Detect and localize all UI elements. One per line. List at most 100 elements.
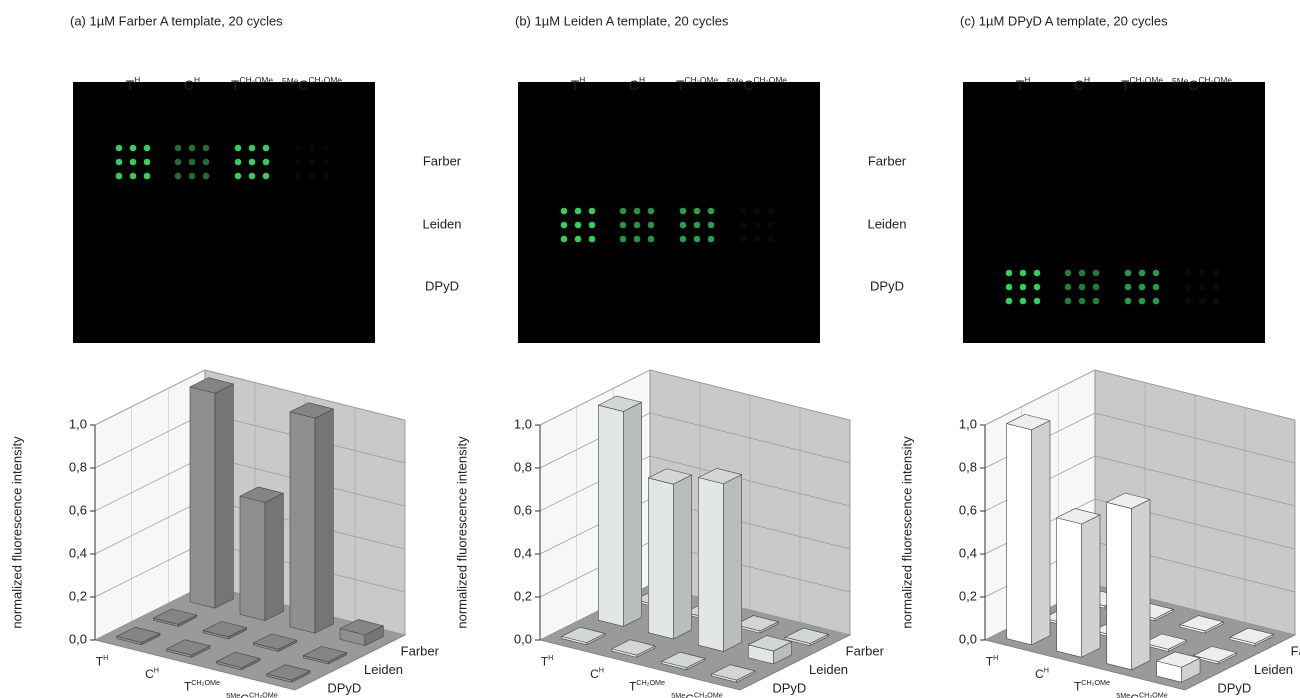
- array-spot: [768, 270, 775, 277]
- array-spot: [263, 159, 270, 166]
- array-spot: [1185, 298, 1192, 305]
- y-tick-label: 0,0: [69, 631, 87, 646]
- array-spot: [620, 173, 627, 180]
- array-spot: [130, 236, 137, 243]
- array-spot: [589, 159, 596, 166]
- array-spot: [634, 270, 641, 277]
- array-spot: [1034, 208, 1041, 215]
- array-spot: [634, 173, 641, 180]
- array-spot: [1185, 284, 1192, 291]
- depth-label: Leiden: [1254, 662, 1293, 677]
- array-spot: [561, 208, 568, 215]
- bar-front: [648, 478, 673, 639]
- array-spot: [754, 270, 761, 277]
- bar-side: [265, 493, 283, 620]
- array-spot: [1199, 208, 1206, 215]
- array-spot: [130, 145, 137, 152]
- array-spot: [1139, 298, 1146, 305]
- array-spot: [1139, 145, 1146, 152]
- array-spot: [1139, 236, 1146, 243]
- bar-side: [1032, 421, 1050, 645]
- depth-label: Farber: [846, 644, 885, 659]
- array-spot: [175, 208, 182, 215]
- array-spot: [589, 298, 596, 305]
- array-spot: [235, 270, 242, 277]
- array-spot: [235, 159, 242, 166]
- label-sup: CH₂OMe: [694, 690, 723, 698]
- array-spot: [754, 284, 761, 291]
- bar: [290, 403, 333, 633]
- array-spot: [575, 145, 582, 152]
- y-tick-label: 1,0: [959, 416, 977, 431]
- label-sup: CH₂OMe: [249, 690, 278, 698]
- array-spot: [1213, 159, 1220, 166]
- figure: (a) 1µM Farber A template, 20 cyclesTHCH…: [0, 0, 1300, 698]
- label-sup: H: [1084, 75, 1090, 85]
- category-label: TCH₂OMe: [629, 678, 665, 693]
- bar-side: [673, 475, 691, 639]
- array-spot: [768, 208, 775, 215]
- array-spot: [561, 145, 568, 152]
- array-spot: [754, 208, 761, 215]
- array-spot: [1125, 159, 1132, 166]
- y-tick-label: 0,2: [959, 588, 977, 603]
- bar-side: [1132, 499, 1150, 669]
- label-sup: CH₂OMe: [1081, 678, 1110, 687]
- array-spot: [1079, 145, 1086, 152]
- array-spot: [694, 270, 701, 277]
- array-spot: [694, 298, 701, 305]
- array-spot: [309, 145, 316, 152]
- array-spot: [323, 284, 330, 291]
- array-spot: [323, 298, 330, 305]
- bar-front: [190, 387, 215, 608]
- array-spot: [634, 145, 641, 152]
- array-spot: [1153, 222, 1160, 229]
- array-spot: [1125, 270, 1132, 277]
- array-spot: [175, 270, 182, 277]
- array-spot: [1185, 159, 1192, 166]
- category-label: CH: [1035, 665, 1049, 680]
- array-spot: [249, 222, 256, 229]
- label-prefix: 5Me: [1172, 76, 1189, 86]
- array-spot: [295, 284, 302, 291]
- array-spot: [295, 236, 302, 243]
- y-tick-label: 0,4: [959, 545, 977, 560]
- array-spot: [116, 284, 123, 291]
- array-spot: [1065, 298, 1072, 305]
- array-spot: [708, 145, 715, 152]
- row-label: Leiden: [867, 216, 906, 231]
- array-spot: [1199, 298, 1206, 305]
- category-label: CH: [590, 665, 604, 680]
- array-spot: [1020, 222, 1027, 229]
- array-spot: [323, 222, 330, 229]
- array-spot: [1199, 284, 1206, 291]
- array-spot: [203, 270, 210, 277]
- array-spot: [708, 222, 715, 229]
- panel: (c) 1µM DPyD A template, 20 cyclesTHCHTC…: [899, 13, 1300, 698]
- array-spot: [1093, 236, 1100, 243]
- array-spot: [1199, 173, 1206, 180]
- array-spot: [203, 222, 210, 229]
- bar-side: [723, 475, 741, 652]
- label-sup: H: [1044, 665, 1049, 674]
- array-spot: [249, 159, 256, 166]
- label-base: C: [629, 77, 639, 93]
- category-label: TCH₂OMe: [184, 678, 220, 693]
- array-spot: [249, 145, 256, 152]
- array-spot: [768, 173, 775, 180]
- label-sup: CH₂OMe: [685, 75, 719, 85]
- array-spot: [189, 159, 196, 166]
- array-spot: [309, 222, 316, 229]
- array-spot: [1213, 208, 1220, 215]
- depth-label: Leiden: [364, 662, 403, 677]
- array-spot: [589, 208, 596, 215]
- array-spot: [1093, 298, 1100, 305]
- label-base: C: [1130, 692, 1139, 698]
- array-spot: [768, 284, 775, 291]
- label-base: C: [298, 77, 308, 93]
- y-tick-label: 0,8: [69, 459, 87, 474]
- array-spot: [189, 208, 196, 215]
- array-spot: [203, 173, 210, 180]
- array-spot: [575, 222, 582, 229]
- array-spot: [1199, 159, 1206, 166]
